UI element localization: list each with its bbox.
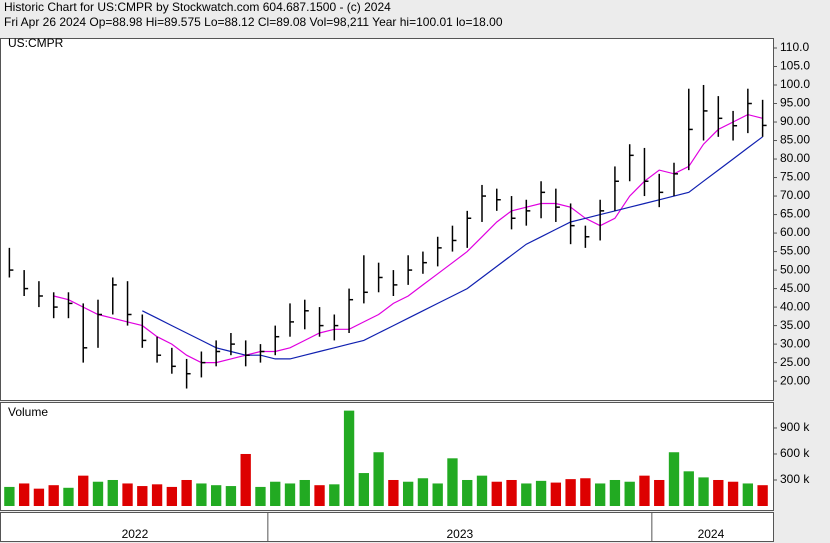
x-tick-label: 2023 (446, 527, 473, 541)
y-tick-label: 60.00 (780, 225, 810, 239)
y-tick-label: 70.00 (780, 188, 810, 202)
y-tick-label: 35.00 (780, 318, 810, 332)
volume-bar (417, 478, 429, 506)
volume-bar (240, 453, 251, 506)
volume-bar (609, 479, 621, 506)
volume-bar (521, 483, 532, 506)
volume-bar (107, 479, 118, 506)
y-tick-label: 20.00 (780, 373, 810, 387)
volume-bar (565, 479, 576, 506)
volume-bar (33, 488, 45, 506)
volume-bar (550, 482, 562, 506)
y-tick-label: 55.00 (780, 244, 810, 258)
y-tick-label: 50.00 (780, 262, 810, 276)
y-tick-label: 100.0 (780, 77, 810, 91)
volume-bar (329, 484, 340, 506)
y-tick-label: 40.00 (780, 299, 810, 313)
volume-bar (447, 458, 458, 506)
volume-bar (181, 479, 192, 506)
volume-bar (299, 479, 310, 506)
volume-bar (343, 410, 355, 506)
volume-bar (196, 483, 207, 506)
volume-bar (270, 481, 281, 506)
volume-bar (580, 478, 591, 506)
y-tick-label: 600 k (780, 446, 810, 460)
volume-bar (314, 485, 325, 506)
y-tick-label: 65.00 (780, 207, 810, 221)
y-tick-label: 45.00 (780, 281, 810, 295)
volume-bar (535, 480, 547, 506)
volume-bar (698, 477, 709, 506)
price-title: US:CMPR (8, 36, 64, 50)
volume-bar (210, 485, 222, 506)
header-line1: Historic Chart for US:CMPR by Stockwatch… (4, 0, 391, 14)
volume-bar (713, 479, 724, 506)
volume-bar (18, 483, 30, 506)
y-tick-label: 75.00 (780, 170, 810, 184)
time-axis (0, 512, 774, 542)
header-line2: Fri Apr 26 2024 Op=88.98 Hi=89.575 Lo=88… (4, 15, 503, 29)
y-tick-label: 85.00 (780, 133, 810, 147)
volume-bar (388, 479, 399, 506)
y-tick-label: 80.00 (780, 151, 810, 165)
volume-bar (683, 471, 694, 506)
volume-bar (491, 481, 502, 506)
volume-bar (4, 486, 15, 506)
volume-bar (668, 452, 680, 506)
volume-bar (48, 485, 59, 506)
volume-bar (506, 479, 517, 506)
volume-bar (92, 481, 104, 506)
volume-bar (151, 484, 163, 506)
volume-bar (742, 483, 754, 506)
y-tick-label: 300 k (780, 472, 810, 486)
volume-bar (284, 483, 296, 506)
volume-bar (462, 479, 473, 506)
volume-bar (122, 483, 133, 506)
volume-bar (373, 452, 384, 506)
volume-bar (639, 475, 650, 506)
volume-bar (225, 486, 237, 506)
volume-bar (594, 483, 606, 506)
volume-bar (358, 473, 370, 506)
y-tick-label: 30.00 (780, 336, 810, 350)
volume-bar (757, 485, 768, 506)
x-tick-label: 2022 (122, 527, 149, 541)
volume-bar (476, 475, 488, 506)
y-tick-label: 110.0 (780, 40, 809, 54)
volume-bar (402, 481, 414, 506)
volume-bar (727, 481, 739, 506)
volume-bar (624, 481, 635, 506)
y-tick-label: 95.00 (780, 96, 810, 110)
x-tick-label: 2024 (698, 527, 725, 541)
volume-bar (137, 486, 148, 506)
volume-bar (432, 483, 443, 506)
y-tick-label: 105.0 (780, 59, 810, 73)
volume-bar (166, 486, 178, 506)
volume-bar (255, 486, 266, 506)
y-tick-label: 25.00 (780, 355, 810, 369)
y-tick-label: 900 k (780, 420, 810, 434)
volume-bar (63, 487, 74, 506)
y-tick-label: 90.00 (780, 114, 810, 128)
volume-title: Volume (8, 405, 48, 419)
volume-bar (654, 479, 665, 506)
price-panel (0, 38, 774, 401)
volume-bar (78, 475, 89, 506)
